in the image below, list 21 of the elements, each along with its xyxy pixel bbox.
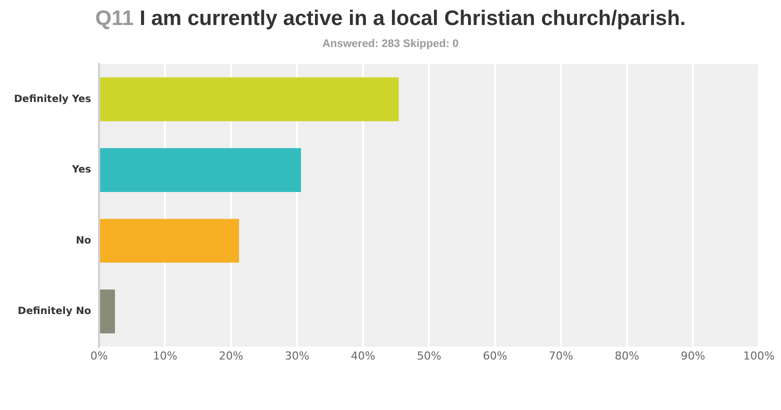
x-tick-label: 90% (680, 349, 706, 362)
bar (100, 148, 302, 192)
y-tick-label: Yes (71, 164, 92, 176)
bar (100, 77, 399, 122)
y-tick-label: No (76, 235, 92, 246)
x-tick-label: 0% (90, 349, 108, 362)
chart-title: Q11 I am currently active in a local Christian church/parish. (94, 7, 687, 30)
x-tick-label: 100% (743, 349, 775, 362)
x-tick-label: 60% (482, 349, 508, 362)
bar (100, 218, 239, 263)
y-tick-label: Definitely No (18, 306, 92, 318)
x-tick-label: 30% (284, 349, 310, 362)
bar (100, 290, 115, 334)
x-tick-label: 20% (218, 349, 244, 362)
x-tick-label: 40% (350, 349, 376, 362)
x-tick-label: 10% (152, 349, 178, 362)
x-tick-label: 80% (614, 349, 640, 362)
x-tick-label: 50% (416, 349, 442, 362)
x-tick-label: 70% (548, 349, 574, 362)
y-tick-label: Definitely Yes (14, 94, 92, 105)
chart-subtitle: Answered: 283 Skipped: 0 (321, 38, 460, 50)
